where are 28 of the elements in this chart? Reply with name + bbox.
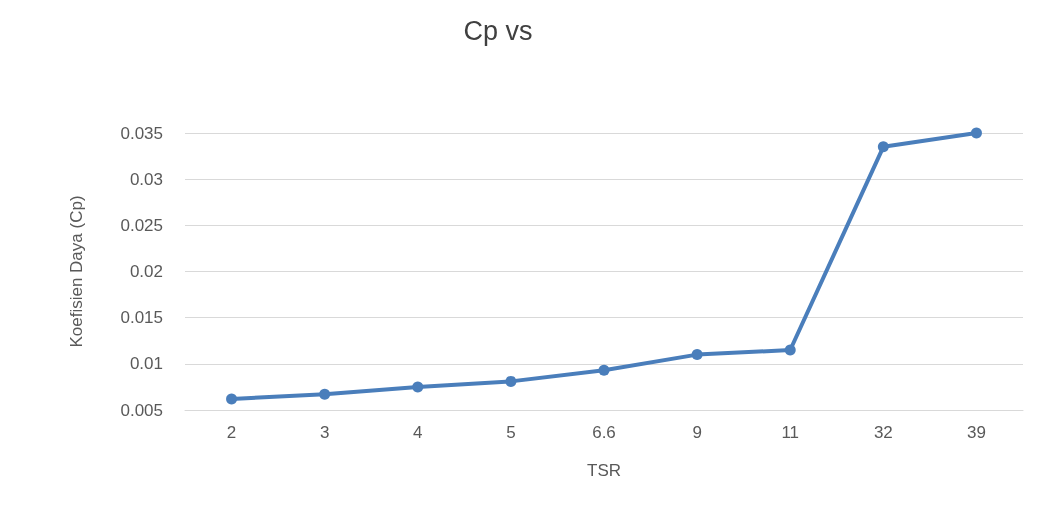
point bbox=[226, 393, 238, 405]
x-tick-label: 9 bbox=[692, 423, 702, 442]
point bbox=[598, 364, 610, 376]
point bbox=[877, 141, 889, 153]
y-axis-title: Koefisien Daya (Cp) bbox=[67, 195, 86, 348]
point bbox=[970, 127, 982, 139]
y-tick-label: 0.005 bbox=[120, 400, 163, 420]
x-tick-label: 2 bbox=[226, 423, 237, 442]
x-tick-label: 6.6 bbox=[592, 423, 616, 442]
x-tick-label: 11 bbox=[781, 423, 800, 442]
y-tick-label: 0.03 bbox=[129, 169, 163, 189]
x-tick-label: 3 bbox=[319, 423, 330, 442]
y-tick-label: 0.035 bbox=[120, 123, 163, 143]
x-tick-label: 32 bbox=[873, 423, 893, 442]
y-tick-label: 0.02 bbox=[129, 262, 163, 281]
x-tick-label: 39 bbox=[966, 423, 986, 442]
point bbox=[505, 375, 517, 387]
y-tick-label: 0.015 bbox=[120, 308, 163, 328]
point bbox=[784, 344, 796, 356]
chart-title: Cp vs bbox=[463, 15, 533, 46]
y-tick-label: 0.01 bbox=[129, 354, 163, 374]
x-axis-title: TSR bbox=[587, 461, 621, 480]
y-tick-label: 0.025 bbox=[120, 215, 163, 235]
point bbox=[412, 381, 424, 393]
point bbox=[319, 388, 331, 400]
x-tick-label: 5 bbox=[506, 423, 516, 442]
x-tick-label: 4 bbox=[413, 423, 423, 442]
point bbox=[691, 349, 703, 361]
